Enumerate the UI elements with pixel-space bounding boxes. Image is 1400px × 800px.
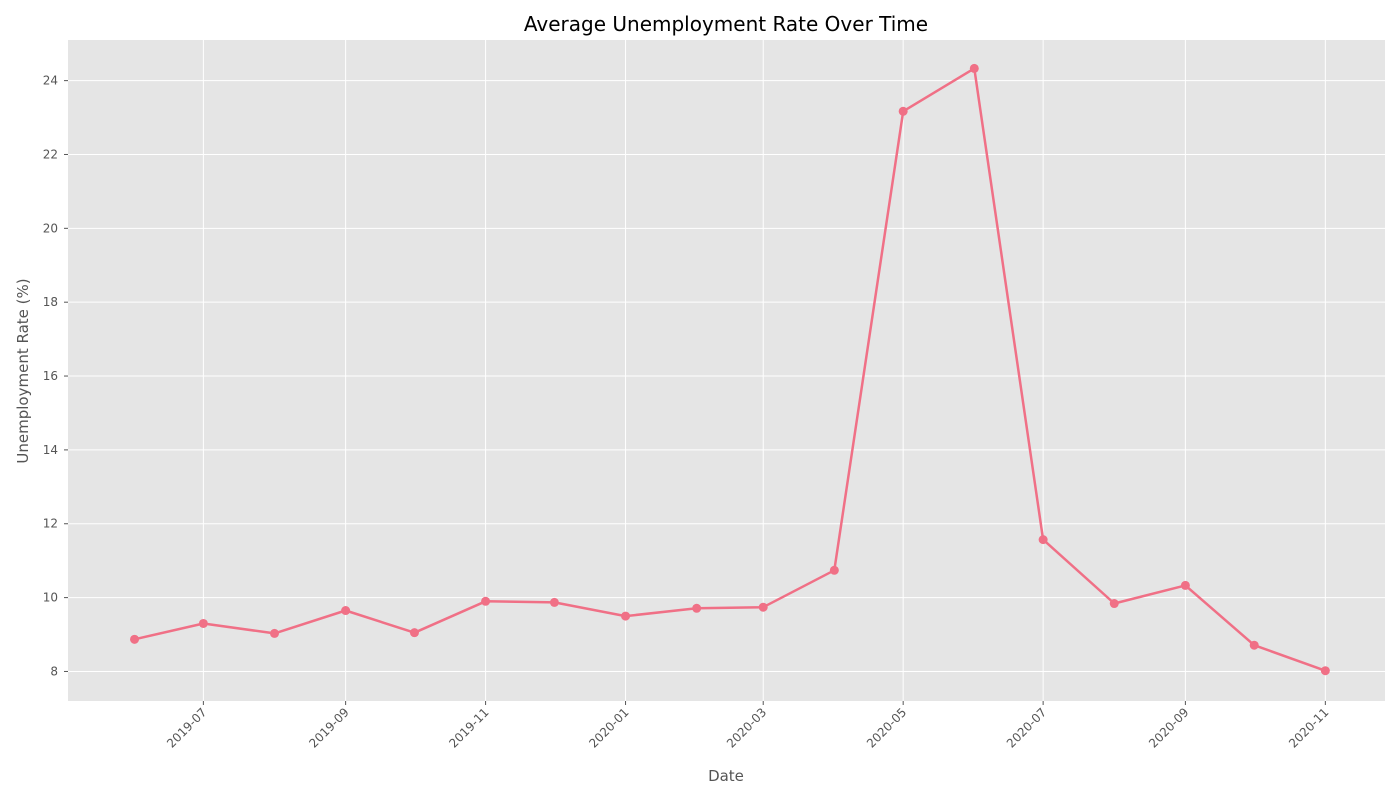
data-point: [692, 603, 702, 613]
x-tick-label: 2020-11: [1286, 705, 1331, 750]
data-point: [130, 634, 140, 644]
y-tick-label: 12: [43, 517, 58, 531]
data-point: [969, 63, 979, 73]
y-tick-label: 22: [43, 147, 58, 161]
x-axis-label: Date: [708, 767, 744, 785]
data-point: [341, 606, 351, 616]
chart-title: Average Unemployment Rate Over Time: [524, 12, 928, 36]
y-tick-label: 8: [50, 664, 58, 678]
y-axis-label: Unemployment Rate (%): [14, 278, 32, 463]
data-point: [1180, 580, 1190, 590]
data-point: [1320, 666, 1330, 676]
x-tick-label: 2020-01: [586, 705, 631, 750]
x-tick-label: 2020-03: [724, 705, 769, 750]
x-tick-label: 2020-07: [1004, 705, 1049, 750]
x-tick-label: 2019-11: [446, 705, 491, 750]
data-point: [1109, 599, 1119, 609]
y-tick-label: 10: [43, 591, 58, 605]
series-line: [134, 67, 1326, 672]
grid: [68, 40, 1385, 701]
data-point: [829, 565, 839, 575]
y-tick-label: 18: [43, 295, 58, 309]
x-tick-label: 2019-07: [164, 705, 209, 750]
x-tick-label: 2020-09: [1146, 705, 1191, 750]
x-tick-label: 2019-09: [306, 705, 351, 750]
x-tick-label: 2020-05: [864, 705, 909, 750]
y-tick-label: 14: [43, 443, 58, 457]
data-point: [898, 106, 908, 116]
data-point: [549, 597, 559, 607]
plot-area: [68, 40, 1385, 701]
data-point: [758, 602, 768, 612]
data-point: [409, 628, 419, 638]
y-tick-label: 20: [43, 221, 58, 235]
y-tick-label: 24: [43, 74, 58, 88]
x-axis: 2019-07 2019-09 2019-11 2020-01 2020-03 2020-…: [164, 701, 1331, 751]
data-point: [269, 628, 279, 638]
y-axis: 8 10 12 14 16 18 20 22 24: [43, 74, 68, 678]
data-point: [198, 618, 208, 628]
data-point: [1249, 640, 1259, 650]
y-tick-label: 16: [43, 369, 58, 383]
data-point: [621, 611, 631, 621]
data-point: [481, 596, 491, 606]
series-layer: [130, 63, 1330, 676]
data-point: [1038, 535, 1048, 545]
